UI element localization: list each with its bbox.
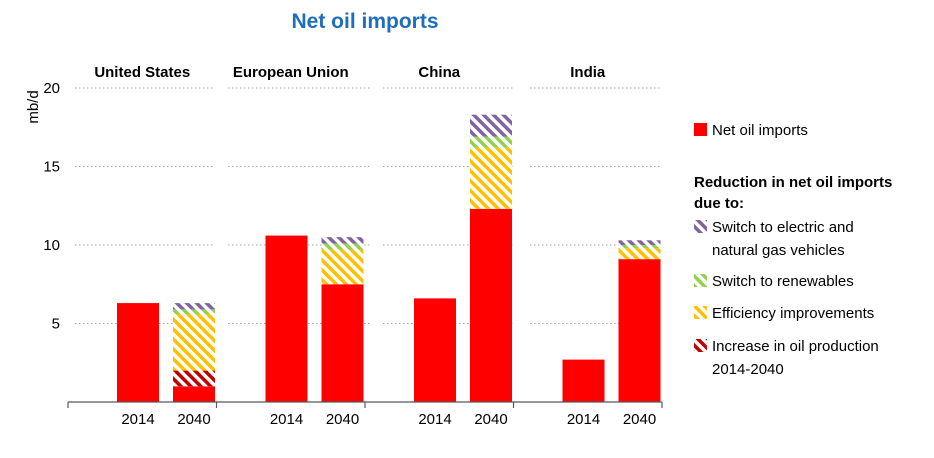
x-tick-label: 2040 <box>474 411 507 428</box>
y-tick-label: 10 <box>43 237 60 254</box>
bars-layer: United States 2014 2040 European Union 2014 2… <box>94 64 661 428</box>
bar-european-union-2040-switch-to-renewables <box>321 243 364 250</box>
bar-india-2014-net-oil-imports <box>562 359 605 402</box>
legend-swatch-efficiency-improvements <box>694 306 707 319</box>
group-label-united-states: United States <box>94 64 190 81</box>
x-tick-label: 2040 <box>326 411 359 428</box>
bar-china-2040-net-oil-imports <box>470 208 512 402</box>
legend-label: Switch to renewables <box>712 273 854 290</box>
group-label-china: China <box>418 64 460 81</box>
legend-label: Efficiency improvements <box>712 305 874 322</box>
bar-united-states-2014-net-oil-imports <box>117 303 159 402</box>
x-tick-label: 2014 <box>418 411 451 428</box>
legend-swatch-switch-to-electric-and-natural-gas-vehicles <box>694 220 707 233</box>
legend-label: Net oil imports <box>712 122 808 139</box>
x-tick-label: 2014 <box>121 411 154 428</box>
x-tick-label: 2014 <box>270 411 303 428</box>
bar-united-states-2040-switch-to-electric-and-natural-gas-vehicles <box>173 303 215 310</box>
bar-india-2040-switch-to-renewables <box>618 245 661 249</box>
bar-india-2040-efficiency-improvements <box>618 248 661 260</box>
legend-swatch-increase-in-oil-production-2014-2040 <box>694 339 707 352</box>
bar-china-2040-switch-to-renewables <box>470 136 512 148</box>
bar-united-states-2040-increase-in-oil-production-2014-2040 <box>173 370 215 387</box>
legend-label: Switch to electric and <box>712 219 854 236</box>
bar-india-2040-net-oil-imports <box>618 259 661 402</box>
bar-european-union-2040-switch-to-electric-and-natural-gas-vehicles <box>321 237 364 244</box>
legend-label: 2014-2040 <box>712 361 784 378</box>
bar-china-2040-switch-to-electric-and-natural-gas-vehicles <box>470 114 512 137</box>
bar-china-2040-efficiency-improvements <box>470 147 512 209</box>
bar-united-states-2040-switch-to-renewables <box>173 309 215 315</box>
legend-swatch-switch-to-renewables <box>694 274 707 287</box>
bar-china-2014-net-oil-imports <box>414 298 456 402</box>
legend: Net oil imports Reduction in net oil impo… <box>694 122 892 378</box>
y-tick-label: 20 <box>43 80 60 97</box>
y-axis-label: mb/d <box>25 90 42 123</box>
x-tick-label: 2040 <box>623 411 656 428</box>
group-label-india: India <box>570 64 606 81</box>
bar-european-union-2040-net-oil-imports <box>321 284 364 402</box>
y-tick-label: 15 <box>43 159 60 176</box>
legend-swatch-net-oil-imports <box>694 123 707 136</box>
bar-united-states-2040-efficiency-improvements <box>173 314 215 371</box>
bar-india-2040-switch-to-electric-and-natural-gas-vehicles <box>618 240 661 245</box>
axis-layer <box>67 401 663 408</box>
y-tick-label: 5 <box>52 316 60 333</box>
legend-heading: Reduction in net oil imports <box>694 174 892 191</box>
bar-united-states-2040-net-oil-imports <box>173 386 215 402</box>
legend-label: natural gas vehicles <box>712 242 845 259</box>
bar-european-union-2040-efficiency-improvements <box>321 249 364 285</box>
legend-heading: due to: <box>694 195 744 212</box>
bar-european-union-2014-net-oil-imports <box>265 235 308 402</box>
chart-title: Net oil imports <box>291 10 438 33</box>
legend-label: Increase in oil production <box>712 338 879 355</box>
group-label-european-union: European Union <box>233 64 349 81</box>
x-tick-label: 2040 <box>177 411 210 428</box>
x-tick-label: 2014 <box>567 411 600 428</box>
